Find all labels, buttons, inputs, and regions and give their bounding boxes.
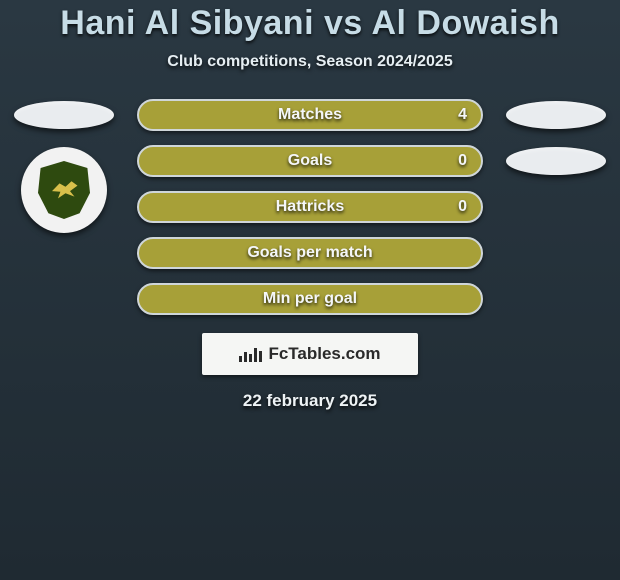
left-kit-ellipse xyxy=(14,101,114,129)
subtitle: Club competitions, Season 2024/2025 xyxy=(0,53,620,71)
stat-right-value: 0 xyxy=(458,198,467,216)
date-label: 22 february 2025 xyxy=(0,391,620,411)
stat-bar: Min per goal xyxy=(137,283,483,315)
left-player-col xyxy=(9,99,119,233)
stat-right-value: 4 xyxy=(458,106,467,124)
stat-bar: Goals 0 xyxy=(137,145,483,177)
stat-label: Matches xyxy=(278,106,342,124)
stat-label: Goals xyxy=(288,152,332,170)
stat-label: Goals per match xyxy=(247,244,372,262)
stat-right-value: 0 xyxy=(458,152,467,170)
crest-shield-icon xyxy=(38,161,90,219)
stats-bars: Matches 4 Goals 0 Hattricks 0 Goals per match M… xyxy=(137,99,483,315)
right-kit-ellipse-top xyxy=(506,101,606,129)
stat-label: Hattricks xyxy=(276,198,344,216)
main-row: Matches 4 Goals 0 Hattricks 0 Goals per match M… xyxy=(0,99,620,315)
crest-bird-icon xyxy=(49,179,79,201)
stat-bar: Goals per match xyxy=(137,237,483,269)
badge-inner xyxy=(29,155,99,225)
comparison-card: Hani Al Sibyani vs Al Dowaish Club compe… xyxy=(0,0,620,580)
source-label: FcTables.com xyxy=(268,344,380,364)
page-title: Hani Al Sibyani vs Al Dowaish xyxy=(0,4,620,43)
source-badge: FcTables.com xyxy=(202,333,418,375)
right-player-col xyxy=(501,99,611,175)
bar-chart-icon xyxy=(239,346,262,362)
stat-bar: Matches 4 xyxy=(137,99,483,131)
stat-label: Min per goal xyxy=(263,290,357,308)
right-kit-ellipse-bottom xyxy=(506,147,606,175)
stat-bar: Hattricks 0 xyxy=(137,191,483,223)
left-club-badge xyxy=(21,147,107,233)
